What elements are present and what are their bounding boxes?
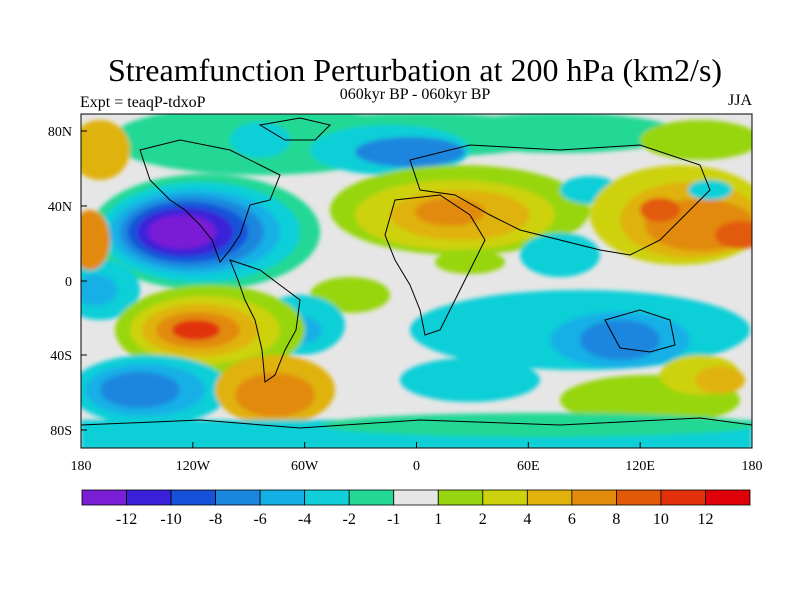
colorbar-swatch bbox=[437, 489, 484, 506]
season-label: JJA bbox=[727, 92, 752, 109]
experiment-label: Expt = teaqP-tdxoP bbox=[80, 94, 206, 111]
colorbar-label: 4 bbox=[523, 511, 531, 528]
colorbar-label: -1 bbox=[387, 511, 400, 528]
colorbar-label: 1 bbox=[434, 511, 442, 528]
colorbar-swatch bbox=[616, 489, 662, 506]
colorbar-swatch bbox=[571, 489, 617, 506]
lon-tick-label: 180 bbox=[742, 459, 763, 474]
plot-subtitle: 060kyr BP - 060kyr BP bbox=[339, 86, 491, 103]
colorbar-swatch bbox=[81, 489, 127, 506]
colorbar-label: -12 bbox=[116, 511, 137, 528]
colorbar-label: -8 bbox=[209, 511, 222, 528]
lat-tick-label: 0 bbox=[65, 275, 72, 290]
colorbar-swatch bbox=[215, 489, 261, 506]
colorbar-label: 8 bbox=[612, 511, 620, 528]
latitude-axis: 80N 40N 0 40S 80S bbox=[48, 125, 87, 439]
colorbar-swatch bbox=[304, 489, 350, 506]
lat-tick-label: 40S bbox=[50, 349, 72, 364]
colorbar-label: -6 bbox=[253, 511, 266, 528]
colorbar-swatch bbox=[393, 489, 439, 506]
plot-title: Streamfunction Perturbation at 200 hPa (… bbox=[107, 52, 723, 88]
lon-tick-label: 0 bbox=[413, 459, 420, 474]
colorbar-label: 2 bbox=[479, 511, 487, 528]
colorbar-label: -4 bbox=[298, 511, 311, 528]
colorbar-label: 6 bbox=[568, 511, 576, 528]
colorbar-label: -2 bbox=[343, 511, 356, 528]
lon-tick-label: 120E bbox=[625, 459, 655, 474]
lat-tick-label: 80S bbox=[50, 424, 72, 439]
colorbar-swatch bbox=[705, 489, 751, 506]
colorbar-label: -10 bbox=[160, 511, 181, 528]
lon-tick-label: 180 bbox=[71, 459, 92, 474]
lat-tick-label: 80N bbox=[48, 125, 72, 140]
colorbar-label: 12 bbox=[697, 511, 713, 528]
lon-tick-label: 60W bbox=[291, 459, 319, 474]
longitude-axis: 180 120W 60W 0 60E 120E 180 bbox=[71, 442, 763, 474]
colorbar-swatch bbox=[126, 489, 172, 506]
lat-tick-label: 40N bbox=[48, 200, 72, 215]
streamfunction-field bbox=[81, 114, 752, 448]
colorbar-swatch bbox=[482, 489, 528, 506]
colorbar-label: 10 bbox=[653, 511, 669, 528]
colorbar-swatch bbox=[259, 489, 306, 506]
lon-tick-label: 60E bbox=[517, 459, 540, 474]
coastlines bbox=[81, 117, 752, 429]
colorbar-swatch bbox=[348, 489, 395, 506]
colorbar-swatch bbox=[170, 489, 216, 506]
colorbar-swatch bbox=[526, 489, 573, 506]
colorbar-swatch bbox=[660, 489, 706, 506]
lon-tick-label: 120W bbox=[176, 459, 211, 474]
